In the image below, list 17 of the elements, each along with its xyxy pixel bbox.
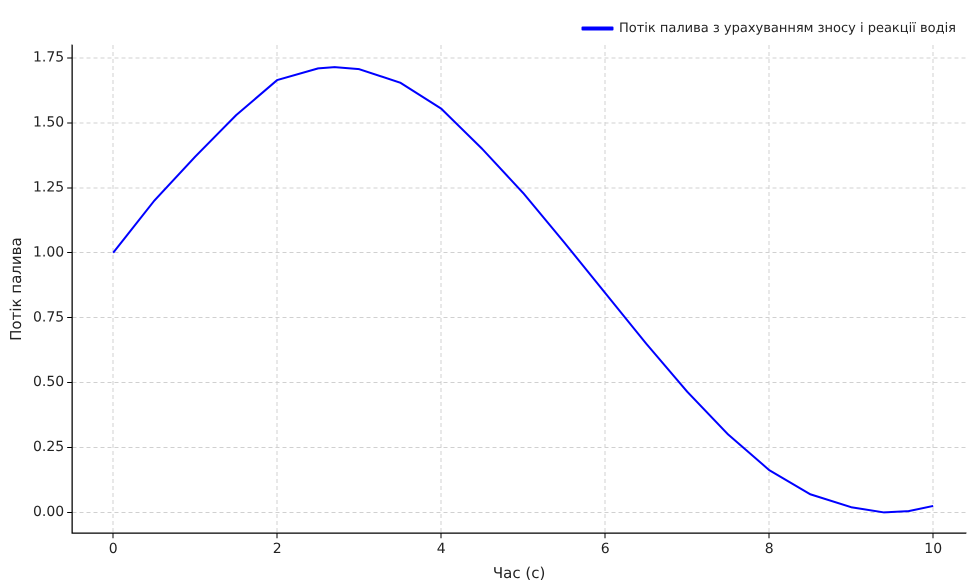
x-tick-label: 8 — [764, 541, 774, 558]
legend-label: Потік палива з урахуванням зносу і реакції водія — [618, 20, 956, 36]
y-tick-label: 0.25 — [33, 439, 64, 456]
x-axis-title: Час (с) — [492, 564, 546, 582]
y-tick-label: 1.25 — [33, 179, 64, 196]
x-tick-label: 2 — [272, 541, 282, 558]
y-tick-label: 0.75 — [33, 309, 64, 326]
x-tick-label: 0 — [108, 541, 118, 558]
y-tick-label: 0.50 — [33, 374, 64, 390]
y-tick-label: 0.00 — [33, 504, 64, 520]
y-axis-title: Потік палива — [6, 237, 25, 341]
x-tick-label: 6 — [600, 541, 610, 558]
x-tick-label: 4 — [436, 541, 446, 558]
y-tick-label: 1.75 — [33, 50, 64, 66]
y-tick-label: 1.00 — [33, 244, 64, 260]
y-tick-label: 1.50 — [33, 114, 64, 131]
x-tick-label: 10 — [924, 541, 942, 558]
